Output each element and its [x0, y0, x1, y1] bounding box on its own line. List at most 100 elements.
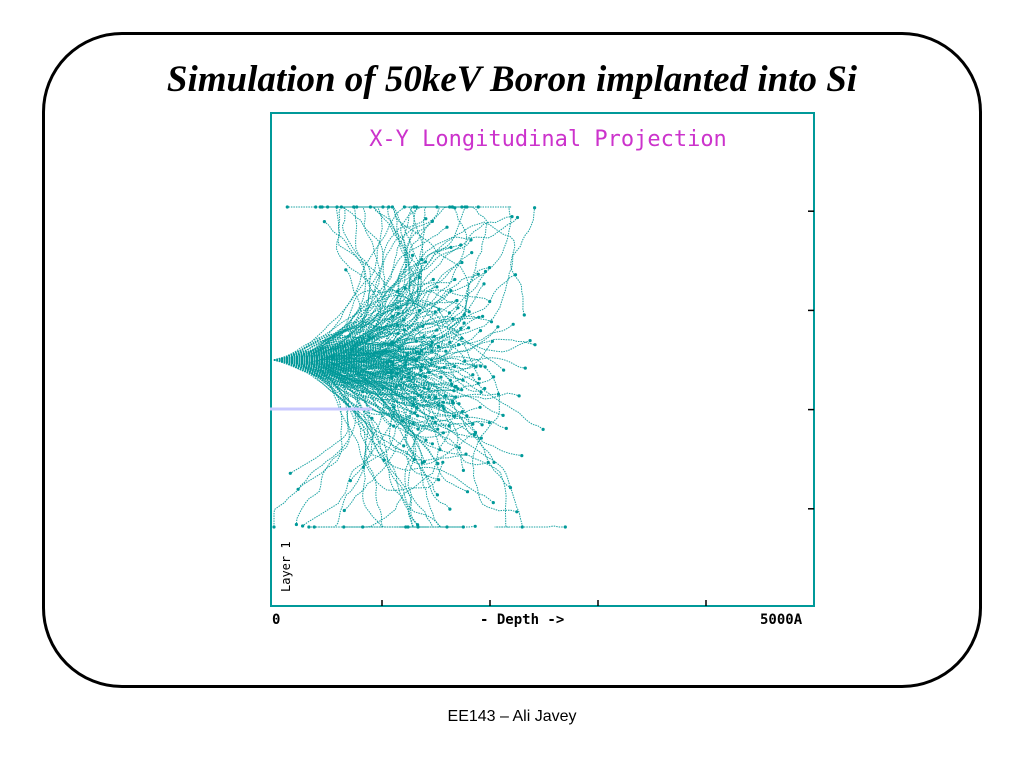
- ion-trajectory: [273, 217, 518, 362]
- ion-stop-point: [467, 326, 471, 330]
- ion-stop-point: [480, 423, 484, 427]
- ion-stop-point: [294, 522, 298, 527]
- ion-trajectory: [273, 359, 357, 527]
- ion-stop-point: [461, 525, 465, 529]
- ion-stop-point: [272, 525, 276, 529]
- ion-stop-point: [288, 471, 292, 475]
- ion-stop-point: [483, 386, 487, 391]
- ion-stop-point: [387, 205, 391, 209]
- ion-stop-point: [361, 390, 365, 394]
- ion-trajectory: [273, 356, 350, 525]
- ion-stop-point: [465, 414, 469, 418]
- ion-trajectory: [273, 347, 479, 384]
- chart-title: X-Y Longitudinal Projection: [369, 127, 727, 152]
- ion-stop-point: [465, 490, 470, 494]
- ion-stop-point: [439, 375, 443, 379]
- ion-trajectory: [273, 357, 486, 385]
- ion-stop-point: [523, 366, 527, 370]
- ion-stop-point: [517, 394, 521, 398]
- ion-trajectory: [273, 359, 383, 389]
- ion-stop-point: [504, 426, 508, 430]
- chart-svg: X-Y Longitudinal Projection Layer 1: [270, 112, 815, 607]
- ion-stop-point: [492, 460, 496, 464]
- ion-stop-point: [438, 448, 442, 452]
- ion-stop-point: [491, 501, 495, 505]
- ion-stop-point: [473, 524, 477, 528]
- ion-trajectory: [273, 327, 462, 361]
- slide-title: Simulation of 50keV Boron implanted into…: [166, 59, 858, 100]
- ion-stop-point: [420, 365, 424, 369]
- ion-trajectory: [273, 359, 494, 503]
- ion-stop-point: [301, 524, 305, 528]
- ion-trajectory: [273, 252, 472, 361]
- ion-trajectory: [273, 246, 452, 361]
- ion-stop-point: [394, 385, 398, 389]
- ion-trajectory: [273, 290, 470, 365]
- x-tick-label-min: 0: [272, 612, 281, 628]
- ion-trajectory: [274, 262, 463, 362]
- ion-stop-point: [436, 344, 441, 349]
- ion-stop-point: [441, 404, 445, 408]
- ion-stop-point: [460, 205, 464, 209]
- ion-trajectory: [273, 359, 495, 463]
- ion-trajectory: [273, 310, 436, 361]
- ion-stop-point: [448, 507, 452, 511]
- ion-stop-point: [454, 395, 458, 399]
- slide-frame: [42, 32, 982, 688]
- ion-trajectory: [273, 314, 465, 365]
- ion-stop-point: [455, 299, 459, 303]
- ion-stop-point: [479, 390, 483, 394]
- ion-stop-point: [520, 454, 524, 458]
- ion-stop-point: [314, 205, 318, 209]
- axis-ticks: [381, 210, 814, 606]
- ion-stop-point: [435, 205, 439, 209]
- ion-stop-point: [511, 322, 515, 326]
- ion-stop-point: [431, 277, 435, 282]
- ion-stop-point: [522, 313, 526, 317]
- ion-stop-point: [489, 320, 494, 324]
- ion-stop-point: [391, 360, 395, 364]
- ion-stop-point: [403, 286, 407, 290]
- ion-stop-point: [448, 340, 452, 344]
- ion-stop-point: [307, 525, 311, 529]
- ion-stop-point: [460, 336, 464, 340]
- ion-stop-point: [368, 205, 372, 209]
- ion-trajectory: [273, 206, 407, 377]
- x-tick-label-max: 5000A: [760, 612, 803, 628]
- ion-trajectory: [273, 206, 488, 378]
- ion-trajectory: [273, 289, 490, 361]
- ion-stop-point: [467, 310, 471, 314]
- ion-stop-point: [424, 217, 428, 221]
- ion-stop-point: [392, 405, 396, 409]
- ion-stop-point: [437, 478, 441, 482]
- ion-trajectory: [273, 348, 451, 510]
- ion-stop-point: [342, 508, 346, 513]
- ion-stop-point: [456, 306, 460, 310]
- ion-stop-point: [326, 205, 330, 209]
- ion-trajectory: [273, 342, 433, 380]
- ion-trajectory: [273, 359, 436, 427]
- ion-stop-point: [449, 245, 453, 249]
- ion-trajectory: [273, 287, 406, 364]
- ion-stop-point: [433, 420, 437, 424]
- ion-trajectory: [273, 343, 466, 366]
- ion-stop-point: [441, 460, 445, 464]
- ion-stop-point: [478, 329, 483, 333]
- ion-trajectory: [273, 206, 414, 361]
- ion-stop-point: [450, 205, 454, 209]
- ion-stop-point: [430, 219, 434, 223]
- ion-stop-point: [457, 343, 461, 347]
- x-axis-label: - Depth ->: [480, 612, 565, 628]
- ion-trajectory: [273, 271, 486, 361]
- ion-stop-point: [478, 405, 482, 409]
- ion-stop-point: [533, 343, 537, 347]
- ion-stop-point: [430, 442, 434, 446]
- ion-stop-point: [445, 225, 449, 229]
- ion-stop-point: [496, 392, 500, 396]
- ion-stop-point: [402, 205, 406, 209]
- ion-stop-point: [471, 422, 475, 426]
- ion-stop-point: [402, 444, 406, 448]
- ion-stop-point: [470, 251, 474, 255]
- footer: EE143 – Ali Javey: [447, 708, 577, 725]
- ion-stop-point: [459, 326, 463, 330]
